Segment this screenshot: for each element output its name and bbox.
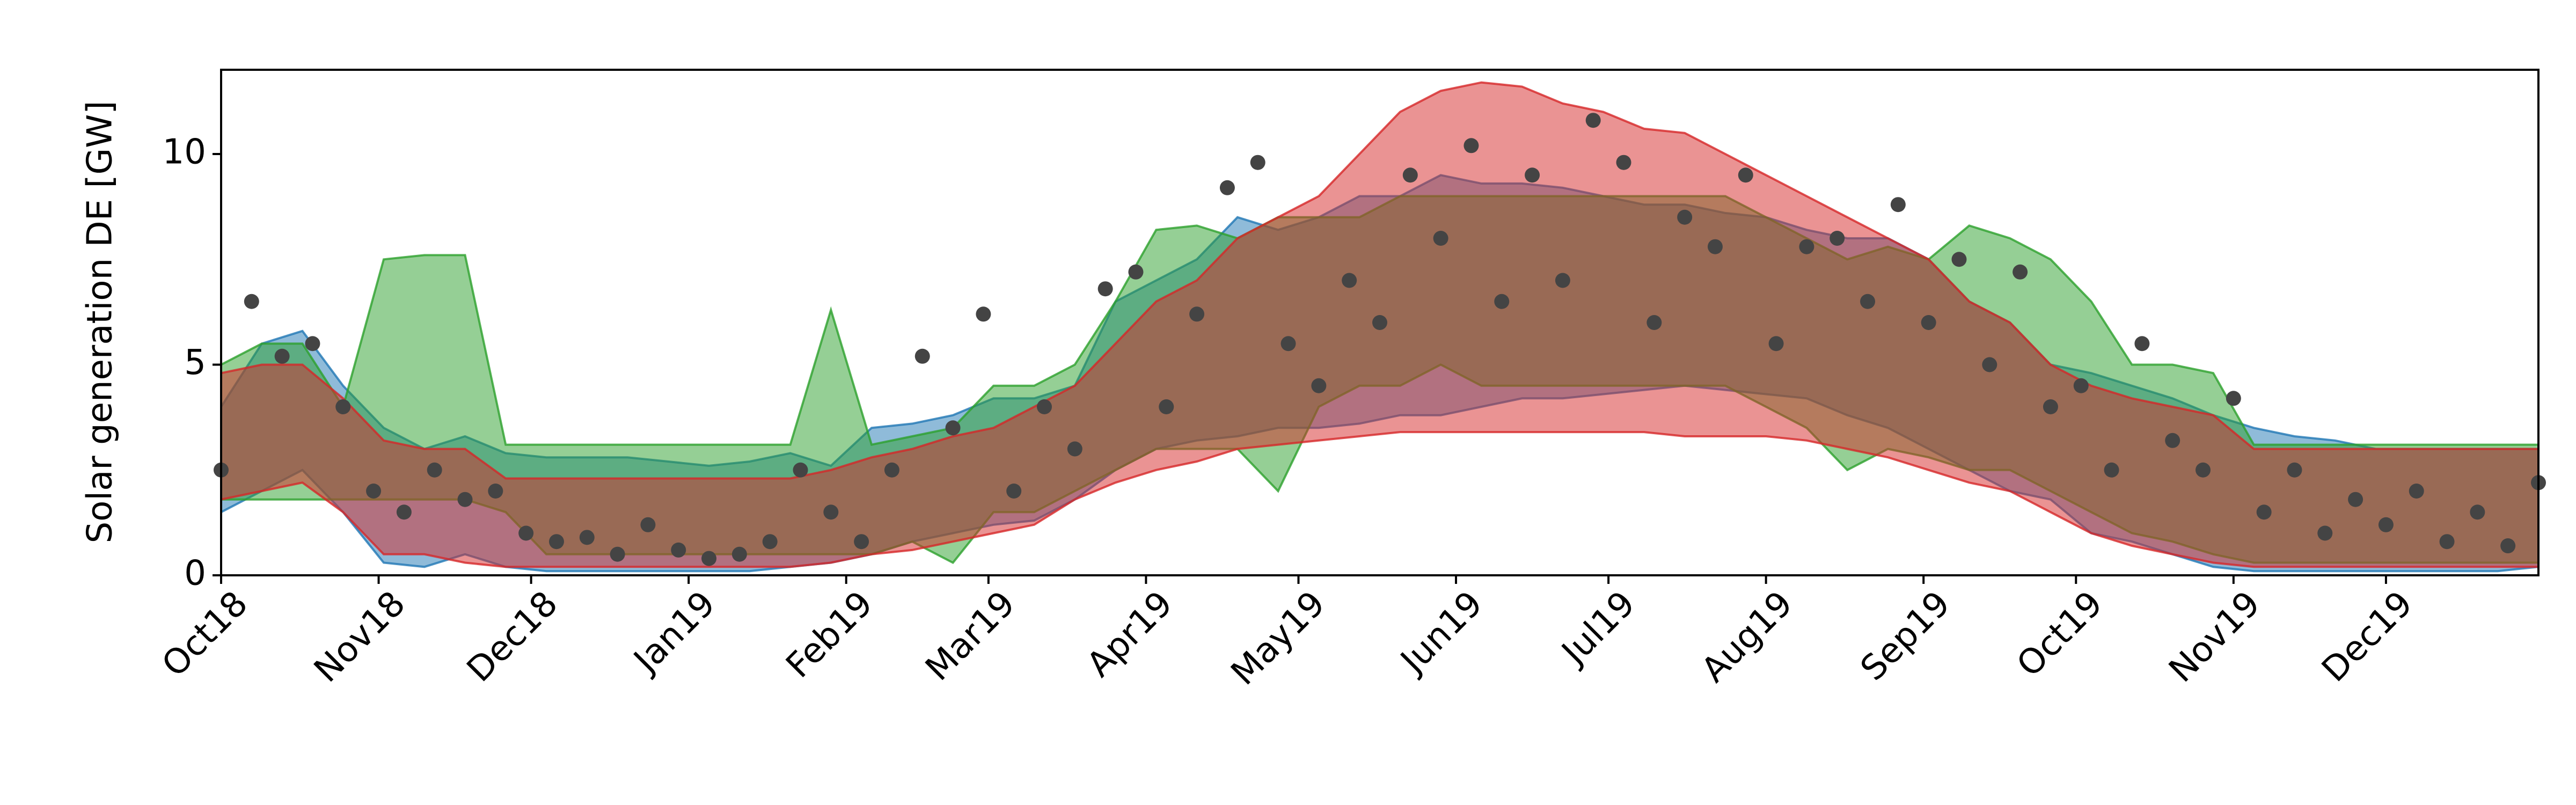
point — [1280, 336, 1296, 352]
point — [1555, 273, 1570, 288]
point — [335, 399, 351, 414]
point — [2348, 492, 2363, 507]
point — [914, 348, 930, 364]
point — [731, 546, 747, 562]
point — [1585, 113, 1601, 128]
point — [2500, 538, 2516, 554]
point — [884, 462, 899, 478]
point — [457, 492, 473, 507]
point — [1402, 167, 1418, 183]
point — [1921, 315, 1936, 330]
point — [1829, 231, 1845, 246]
point — [793, 462, 808, 478]
point — [1463, 138, 1479, 153]
point — [579, 530, 595, 545]
point — [488, 484, 503, 499]
point — [366, 484, 382, 499]
point — [518, 525, 534, 541]
point — [396, 504, 412, 520]
point — [2470, 504, 2485, 520]
point — [2287, 462, 2302, 478]
plot-frame — [220, 69, 2540, 576]
point — [1372, 315, 1387, 330]
point — [2165, 433, 2180, 448]
point — [1677, 209, 1693, 225]
point — [1037, 399, 1052, 414]
point — [762, 534, 778, 550]
point — [1646, 315, 1662, 330]
point — [1219, 180, 1235, 195]
point — [2043, 399, 2058, 414]
point — [305, 336, 320, 352]
point — [1525, 167, 1540, 183]
point — [701, 551, 717, 566]
point — [671, 542, 686, 558]
point — [1799, 239, 1814, 254]
point — [2439, 534, 2455, 550]
point — [1707, 239, 1723, 254]
point — [2012, 264, 2028, 280]
point — [1768, 336, 1784, 352]
point — [1890, 197, 1906, 213]
point — [1342, 273, 1357, 288]
point — [1006, 484, 1022, 499]
point — [2134, 336, 2150, 352]
point — [1616, 155, 1631, 170]
point — [2104, 462, 2119, 478]
point — [548, 534, 564, 550]
point — [1128, 264, 1144, 280]
point — [823, 504, 839, 520]
y-tick-label: 0 — [184, 554, 206, 594]
y-axis-label: Solar generation DE [GW] — [80, 101, 120, 544]
point — [2409, 484, 2424, 499]
point — [2317, 525, 2333, 541]
point — [1951, 252, 1967, 267]
point — [1159, 399, 1174, 414]
point — [2196, 462, 2211, 478]
point — [1860, 294, 1876, 309]
point — [244, 294, 259, 309]
point — [1738, 167, 1753, 183]
point — [1250, 155, 1265, 170]
point — [427, 462, 442, 478]
point — [2073, 378, 2089, 393]
point — [945, 420, 961, 436]
point — [610, 546, 625, 562]
point — [854, 534, 869, 550]
point — [274, 348, 290, 364]
point — [1433, 231, 1448, 246]
point — [1189, 306, 1205, 322]
point — [1982, 357, 1997, 372]
point — [2226, 391, 2241, 406]
point — [2378, 517, 2394, 532]
y-tick-label: 5 — [184, 343, 206, 383]
y-tick-label: 10 — [163, 133, 206, 172]
point — [976, 306, 991, 322]
point — [1311, 378, 1327, 393]
point — [1494, 294, 1510, 309]
point — [640, 517, 656, 532]
point — [2256, 504, 2272, 520]
point — [1067, 441, 1082, 457]
point — [1097, 281, 1113, 297]
